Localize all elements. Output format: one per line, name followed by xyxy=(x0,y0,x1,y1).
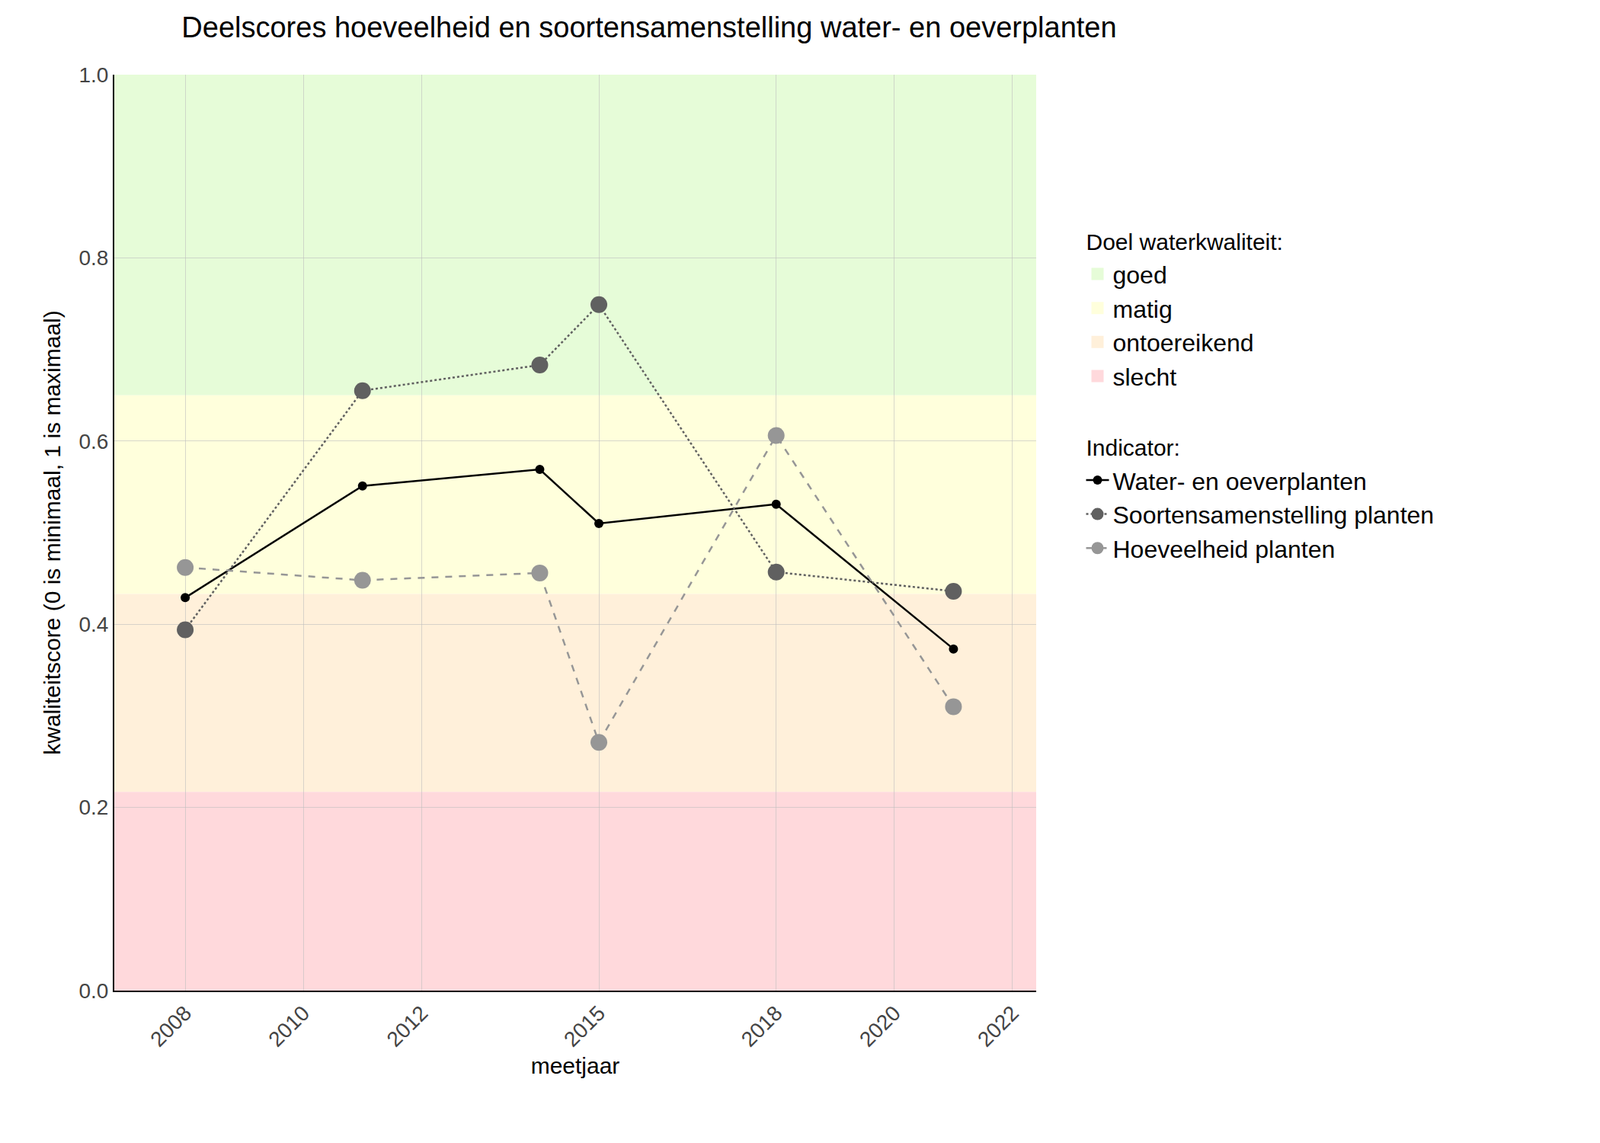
svg-text:Deelscores hoeveelheid en soor: Deelscores hoeveelheid en soortensamenst… xyxy=(181,11,1117,44)
svg-text:0.4: 0.4 xyxy=(78,612,109,637)
svg-text:2020: 2020 xyxy=(854,1001,906,1052)
svg-text:2018: 2018 xyxy=(736,1001,788,1052)
svg-text:slecht: slecht xyxy=(1113,363,1178,391)
svg-text:Hoeveelheid planten: Hoeveelheid planten xyxy=(1113,535,1336,564)
svg-text:Soortensamenstelling planten: Soortensamenstelling planten xyxy=(1113,501,1435,529)
svg-text:matig: matig xyxy=(1113,295,1173,324)
svg-text:0.2: 0.2 xyxy=(78,795,109,820)
svg-text:Water- en oeverplanten: Water- en oeverplanten xyxy=(1113,467,1367,496)
svg-text:Indicator:: Indicator: xyxy=(1086,435,1181,461)
svg-text:ontoereikend: ontoereikend xyxy=(1113,329,1255,357)
svg-text:kwaliteitscore (0 is minimaal,: kwaliteitscore (0 is minimaal, 1 is maxi… xyxy=(39,310,65,755)
svg-text:2015: 2015 xyxy=(559,1001,610,1052)
svg-text:2022: 2022 xyxy=(972,1001,1024,1052)
svg-text:1.0: 1.0 xyxy=(78,63,109,87)
svg-text:0.8: 0.8 xyxy=(78,246,109,270)
svg-text:0.0: 0.0 xyxy=(78,979,109,1003)
svg-text:meetjaar: meetjaar xyxy=(531,1052,621,1079)
svg-text:Doel waterkwaliteit:: Doel waterkwaliteit: xyxy=(1086,229,1284,255)
svg-text:2008: 2008 xyxy=(145,1001,196,1052)
svg-text:0.6: 0.6 xyxy=(78,429,109,454)
svg-text:2012: 2012 xyxy=(382,1001,433,1052)
svg-text:2010: 2010 xyxy=(263,1001,314,1052)
svg-text:goed: goed xyxy=(1113,261,1168,289)
